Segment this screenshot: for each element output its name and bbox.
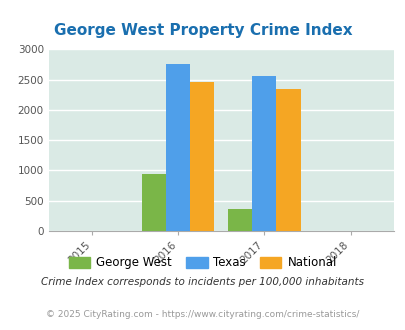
Legend: George West, Texas, National: George West, Texas, National <box>64 252 341 274</box>
Bar <box>276 88 300 231</box>
Text: Crime Index corresponds to incidents per 100,000 inhabitants: Crime Index corresponds to incidents per… <box>41 278 364 287</box>
Bar <box>166 64 190 231</box>
Bar <box>252 76 276 231</box>
Text: © 2025 CityRating.com - https://www.cityrating.com/crime-statistics/: © 2025 CityRating.com - https://www.city… <box>46 310 359 319</box>
Bar <box>141 174 166 231</box>
Bar <box>190 82 214 231</box>
Bar <box>228 209 252 231</box>
Text: George West Property Crime Index: George West Property Crime Index <box>53 23 352 38</box>
